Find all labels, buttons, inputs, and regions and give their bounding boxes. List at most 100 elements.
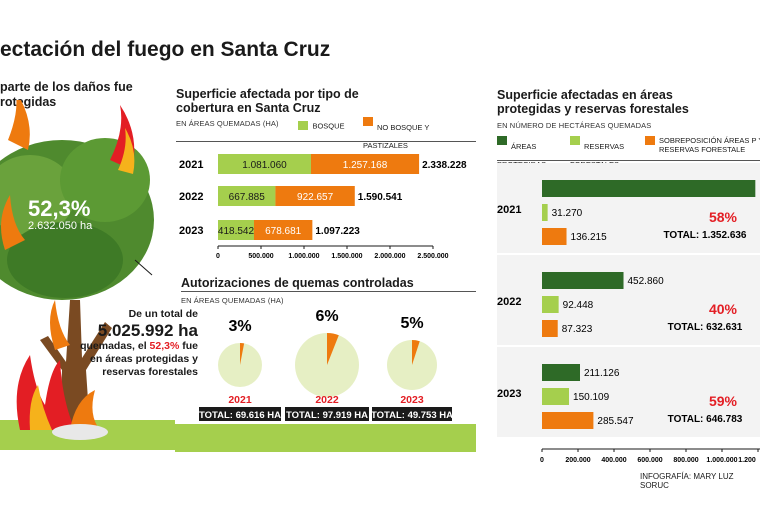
pie-total-label: TOTAL: 69.616 HA [199,410,281,421]
pie-percent-label: 6% [315,308,338,325]
legend-swatch [298,121,308,131]
bar-reservas-forestales [542,296,559,313]
x-tick-label: 200.000 [565,457,590,464]
x-tick-label: 500.000 [248,253,273,260]
chart2-svg: 3% 2021 TOTAL: 69.616 HA 6% 2022 TOTAL: 97.91… [199,308,453,421]
bar-value-label: 211.126 [584,368,620,379]
chart1-subtitle: EN ÁREAS QUEMADAS (HA) [176,119,279,128]
pie-total-box [199,407,281,421]
pie-year-label: 2021 [228,394,252,406]
year-label: 2022 [179,191,203,203]
bar-total-label: 1.590.541 [358,192,403,203]
total-label: TOTAL: 632.631 [668,322,743,333]
chart3-legend-sobreposicion: SOBREPOSICIÓN ÁREAS P Y RESERVAS FORESTA… [645,136,760,154]
tree-area: 2.632.050 ha [28,220,93,232]
bar-value-label: 1.081.060 [242,160,287,171]
tree-caption: De un total de 5.025.992 ha quemadas, el… [70,308,198,379]
bar-no-bosque [253,220,313,240]
flame [8,100,30,150]
credit: INFOGRAFÍA: MARY LUZ SORUC [640,472,734,490]
total-label: TOTAL: 646.783 [668,414,743,425]
bar-value-label: 92.448 [563,300,594,311]
chart1-legend-bosque: BOSQUE [298,117,345,135]
chart1-legend-nobosque: NO BOSQUE Y PASTIZALES [363,117,443,153]
x-tick-label: 1.000.000 [706,457,737,464]
group-band [497,255,760,345]
bar-value-label: 452.860 [628,276,665,287]
year-label: 2021 [179,159,203,171]
group-band [497,347,760,437]
bar-bosque [218,186,276,206]
bar-sobreposicion [542,320,558,337]
pie-year-label: 2023 [400,394,424,406]
bar-areas-protegidas [542,364,581,381]
caption-line-5: reservas forestales [102,366,198,378]
chart3-subtitle: EN NÚMERO DE HECTÁREAS QUEMADAS [497,121,652,130]
bar-no-bosque [275,186,355,206]
bar-value-label: 31.270 [552,208,583,219]
bar-reservas-forestales [542,388,570,405]
legend-swatch [645,136,655,145]
pie-percent-label: 5% [400,315,423,332]
caption-total: 5.025.992 ha [97,321,198,340]
page-title: ectación del fuego en Santa Cruz [0,38,331,61]
bar-value-label: 1.257.168 [343,160,388,171]
chart2-subtitle: EN ÁREAS QUEMADAS (HA) [181,296,284,305]
pie-slice [327,333,339,365]
bar-areas-protegidas [542,272,624,289]
bar-value-label: 678.681 [265,226,302,237]
bar-value-label: 418.542 [218,226,255,237]
x-tick-label: 600.000 [637,457,662,464]
pie-year-label: 2022 [315,394,339,406]
x-tick-label: 0 [540,457,544,464]
bar-value-label: 87.323 [562,324,593,335]
percent-label: 59% [709,393,738,409]
chart3-svg: 2021 31.270 136.215 58% TOTAL: 1.352.636 2022… [497,163,760,464]
tree-percent: 52,3% [28,196,91,221]
burning-tree-illustration [0,100,175,450]
pie-slice [240,343,245,365]
bar-bosque [218,154,311,174]
pie-total-box [285,407,369,421]
legend-swatch [363,117,373,126]
chart1-svg: 2021 1.081.060 1.257.168 2.338.228 2022 667.8… [179,154,467,260]
caption-line-4: en áreas protegidas y [90,353,198,365]
bar-sobreposicion [542,412,594,429]
bar-areas-protegidas [542,180,756,197]
intro-line-2: rotegidas [0,95,57,109]
x-tick-label: 1.500.000 [331,253,362,260]
year-label: 2022 [497,296,521,308]
bar-sobreposicion [542,228,567,245]
intro-text: parte de los daños fue rotegidas [0,80,133,110]
pie-slice [412,340,420,365]
chart2-title: Autorizaciones de quemas controladas [181,276,414,290]
chart1-title: Superficie afectada por tipo de cobertur… [176,87,359,115]
x-tick-label: 400.000 [601,457,626,464]
bar-total-label: 2.338.228 [422,160,467,171]
pie-percent-label: 3% [228,318,251,335]
caption-line-1: De un total de [128,308,198,320]
x-tick-label: 800.000 [673,457,698,464]
x-tick-label: 1.200 [738,457,756,464]
x-tick-label: 1.000.000 [288,253,319,260]
bar-value-label: 150.109 [573,392,610,403]
caption-line-3: quemadas, el 52,3% fue [80,340,198,352]
legend-swatch [497,136,507,145]
pie-total-box [372,407,452,421]
bar-bosque [218,220,254,240]
bar-total-label: 1.097.223 [315,226,360,237]
bar-value-label: 285.547 [597,416,634,427]
x-tick-label: 2.000.000 [374,253,405,260]
bar-value-label: 667.885 [229,192,266,203]
year-label: 2023 [179,225,203,237]
bar-no-bosque [310,154,420,174]
x-tick-label: 0 [216,253,220,260]
pie-total-label: TOTAL: 97.919 HA [286,410,368,421]
legend-swatch [570,136,580,145]
trunk [40,300,112,430]
percent-label: 40% [709,301,738,317]
total-label: TOTAL: 1.352.636 [664,230,747,241]
percent-label: 58% [709,209,738,225]
chart3-title: Superficie afectadas en áreas protegidas… [497,88,689,116]
intro-line-1: parte de los daños fue [0,80,133,94]
